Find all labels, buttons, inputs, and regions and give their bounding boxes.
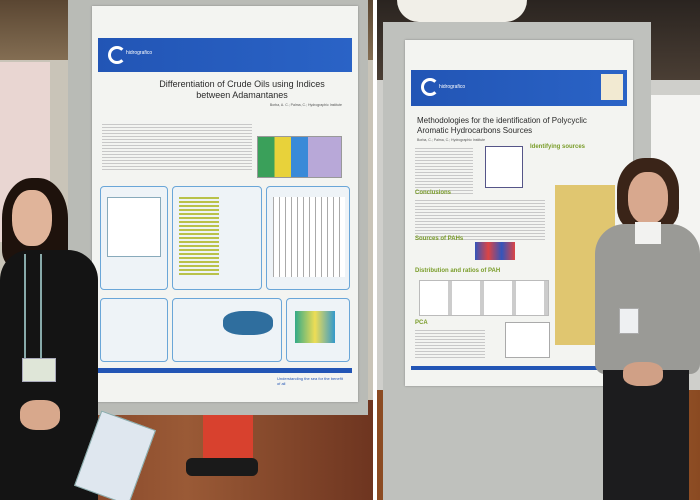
section-pca: PCA [415, 320, 428, 326]
methodology-box [100, 298, 168, 362]
section-identifying-sources: Identifying sources [530, 144, 586, 150]
woman-right [595, 158, 700, 500]
pants [603, 370, 689, 500]
poster-title: Methodologies for the identification of … [417, 116, 587, 135]
challenges-box [100, 186, 168, 290]
pca-text [415, 330, 485, 360]
lanyard [24, 254, 42, 359]
poster-banner: hidrografico [98, 38, 352, 72]
ceiling-light [397, 0, 527, 22]
collar [635, 222, 661, 244]
sweater [595, 224, 700, 374]
poster-banner: hidrografico [411, 70, 627, 106]
left-photo: hidrografico Differentiation of Crude Oi… [0, 0, 373, 500]
logo-text: hidrografico [126, 50, 153, 56]
remarks-box [286, 298, 350, 362]
logo [421, 78, 439, 96]
footer-bar [98, 368, 352, 373]
intro-text [415, 148, 473, 194]
award-seal [601, 74, 623, 100]
sources-chart [475, 242, 515, 260]
name-badge [22, 358, 56, 382]
poster-authors: Borba, C.; Palma, C.; Hydrographic Insti… [417, 138, 486, 142]
hands [623, 362, 663, 386]
section-conclusions: Conclusions [415, 190, 452, 196]
right-photo: hidrografico Methodologies for the ident… [377, 0, 700, 500]
abstract-text [102, 124, 252, 172]
poster-authors: Borba, A. C.; Palma, C.; Hydrographic In… [269, 103, 342, 107]
bar-chart [257, 136, 342, 178]
face [628, 172, 668, 224]
differentiation-box [172, 298, 282, 362]
footer-bar [411, 366, 627, 370]
experimental-box [266, 186, 350, 290]
face [12, 190, 52, 246]
person-legs-red [203, 415, 253, 465]
poster-title: Differentiation of Crude Oils using Indi… [159, 79, 325, 100]
data-table [485, 146, 523, 188]
woman-left [0, 178, 100, 500]
name-badge [619, 308, 639, 334]
person-shoes [186, 458, 258, 476]
conclusions-text [415, 200, 545, 240]
hands [20, 400, 60, 430]
independence-box [172, 186, 262, 290]
pca-plot [505, 322, 550, 358]
poster-footer: Understanding the sea for the benefit of… [277, 376, 343, 386]
logo-text: hidrografico [439, 84, 466, 90]
section-sources-of-pahs: Sources of PAHs [415, 236, 464, 242]
logo [108, 46, 126, 64]
distribution-charts [419, 280, 549, 316]
section-distribution: Distribution and ratios of PAH [415, 268, 501, 274]
poster-adamantanes: hidrografico Differentiation of Crude Oi… [92, 6, 358, 402]
